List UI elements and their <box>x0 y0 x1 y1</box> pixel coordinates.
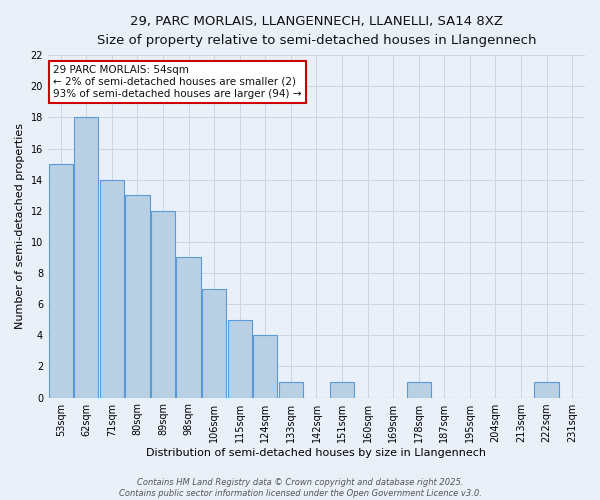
Bar <box>330 382 354 398</box>
Bar <box>176 258 201 398</box>
Bar <box>253 336 277 398</box>
X-axis label: Distribution of semi-detached houses by size in Llangennech: Distribution of semi-detached houses by … <box>146 448 487 458</box>
Bar <box>227 320 252 398</box>
Bar <box>279 382 303 398</box>
Text: 29 PARC MORLAIS: 54sqm
← 2% of semi-detached houses are smaller (2)
93% of semi-: 29 PARC MORLAIS: 54sqm ← 2% of semi-deta… <box>53 66 302 98</box>
Bar <box>74 118 98 398</box>
Y-axis label: Number of semi-detached properties: Number of semi-detached properties <box>15 124 25 330</box>
Bar <box>151 211 175 398</box>
Bar <box>100 180 124 398</box>
Text: Contains HM Land Registry data © Crown copyright and database right 2025.
Contai: Contains HM Land Registry data © Crown c… <box>119 478 481 498</box>
Bar <box>49 164 73 398</box>
Title: 29, PARC MORLAIS, LLANGENNECH, LLANELLI, SA14 8XZ
Size of property relative to s: 29, PARC MORLAIS, LLANGENNECH, LLANELLI,… <box>97 15 536 47</box>
Bar <box>407 382 431 398</box>
Bar <box>202 288 226 398</box>
Bar <box>125 195 149 398</box>
Bar <box>535 382 559 398</box>
